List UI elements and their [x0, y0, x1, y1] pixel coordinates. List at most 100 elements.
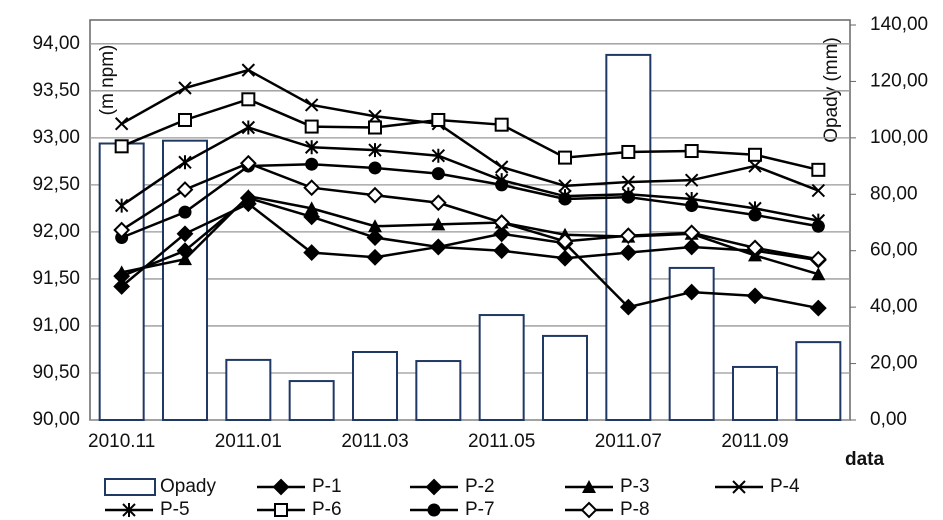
legend-label: P-4: [770, 476, 800, 497]
legend-item: Opady: [104, 476, 216, 497]
legend-item: P-4: [715, 476, 800, 497]
marker: [683, 283, 701, 301]
marker: [176, 181, 194, 198]
marker: [732, 480, 746, 494]
x-axis-title: data: [845, 449, 885, 470]
x-tick-label: 2011.07: [595, 431, 662, 452]
marker: [495, 178, 509, 192]
marker: [748, 159, 762, 173]
marker: [241, 63, 256, 77]
marker: [274, 503, 288, 517]
marker: [304, 140, 319, 155]
legend-label: P-5: [160, 499, 190, 520]
marker: [493, 214, 511, 231]
marker: [811, 219, 825, 233]
x-tick-label: 2011.03: [341, 431, 408, 452]
line: [120, 126, 819, 222]
y2-tick-label: 120,00: [870, 70, 928, 91]
legend-item: P-2: [410, 476, 495, 497]
marker: [239, 154, 257, 172]
line: [121, 97, 819, 172]
bar: [225, 358, 272, 421]
y2-tick-label: 100,00: [870, 127, 928, 148]
x-tick-label: 2011.01: [215, 431, 282, 452]
marker: [621, 144, 636, 159]
y-tick-label: 93,50: [32, 80, 80, 101]
marker: [178, 155, 192, 170]
marker: [366, 186, 384, 204]
marker: [748, 208, 762, 222]
y-tick-label: 91,00: [32, 315, 80, 336]
marker: [619, 227, 637, 245]
marker: [113, 278, 131, 295]
line: [121, 68, 819, 192]
y-tick-label: 92,00: [32, 221, 80, 242]
marker: [114, 117, 129, 131]
marker: [427, 503, 441, 517]
bar: [352, 351, 398, 421]
legend-label: P-6: [312, 499, 342, 520]
marker: [272, 478, 290, 496]
marker: [685, 199, 699, 213]
marker: [429, 194, 447, 212]
marker: [304, 201, 319, 215]
marker: [811, 267, 826, 281]
marker: [558, 150, 572, 165]
marker: [558, 179, 572, 193]
marker: [811, 162, 826, 177]
marker: [746, 239, 764, 257]
marker: [809, 250, 827, 268]
y-axis-title: (m npm): [97, 45, 118, 116]
marker: [178, 205, 192, 219]
bar: [795, 341, 842, 421]
marker: [303, 179, 321, 197]
legend-item: P-1: [257, 476, 342, 497]
legend-label: P-8: [620, 499, 650, 520]
marker: [304, 98, 319, 112]
marker: [684, 144, 699, 159]
y2-tick-label: 20,00: [870, 353, 918, 374]
series: [115, 157, 825, 245]
y-tick-label: 92,50: [32, 174, 80, 195]
line: [120, 202, 819, 288]
marker: [366, 248, 384, 266]
y-tick-label: 93,00: [32, 127, 80, 148]
y2-tick-label: 60,00: [870, 240, 918, 261]
marker: [241, 189, 256, 203]
marker: [493, 242, 511, 260]
legend-label: P-3: [620, 476, 650, 497]
marker: [368, 161, 382, 175]
x-tick-label: 2010.11: [88, 431, 155, 452]
line: [121, 194, 819, 276]
marker: [619, 244, 637, 262]
marker: [431, 167, 445, 181]
y-tick-label: 90,00: [32, 409, 80, 430]
marker: [368, 143, 382, 158]
y2-tick-label: 140,00: [870, 14, 928, 35]
marker: [176, 225, 194, 243]
legend-item: P-8: [565, 499, 650, 520]
marker: [494, 160, 509, 174]
line: [120, 161, 819, 261]
marker: [368, 219, 382, 233]
bar: [162, 139, 208, 422]
legend-label: P-7: [465, 499, 495, 520]
marker: [683, 238, 701, 256]
marker: [178, 81, 192, 95]
marker: [178, 252, 192, 266]
x-tick-label: 2011.05: [468, 431, 535, 452]
marker: [368, 109, 382, 123]
bar: [415, 360, 462, 421]
marker: [425, 478, 443, 496]
marker: [748, 147, 762, 162]
marker: [556, 232, 574, 250]
marker: [809, 299, 827, 317]
marker: [114, 139, 129, 154]
line: [121, 162, 819, 239]
legend-item: P-5: [105, 499, 190, 520]
marker: [304, 119, 319, 134]
marker: [303, 244, 321, 262]
series: [113, 154, 827, 268]
marker: [366, 229, 384, 246]
